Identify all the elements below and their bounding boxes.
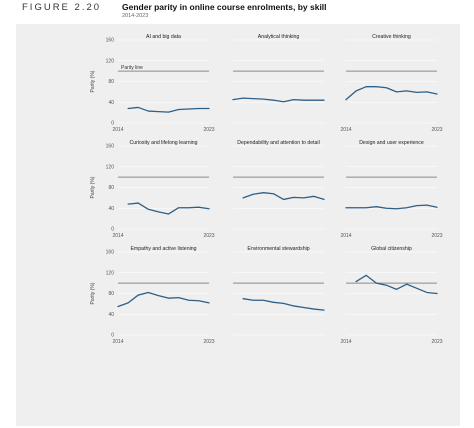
x-tick-label: 2023 (431, 233, 442, 239)
y-tick-label: 40 (108, 206, 114, 212)
series-line (232, 97, 325, 103)
x-tick-label: 2014 (112, 339, 123, 345)
series-line (242, 298, 325, 311)
panel-title: Creative thinking (372, 34, 411, 40)
x-tick-label: 2014 (340, 127, 351, 133)
series-line (345, 86, 438, 101)
chart-title: Gender parity in online course enrolment… (122, 2, 327, 12)
y-tick-label: 0 (111, 121, 114, 127)
panel-title: Design and user experience (359, 140, 424, 146)
x-tick-label: 2014 (340, 339, 351, 345)
panel-title: AI and big data (146, 34, 181, 40)
x-tick-label: 2014 (112, 233, 123, 239)
y-axis-label: Parity (%) (90, 282, 96, 304)
parity-line-label: Parity line (121, 65, 143, 71)
chart-subtitle: 2014-2023 (122, 13, 149, 19)
panel-title: Global citizenship (371, 246, 412, 252)
y-tick-label: 80 (108, 185, 114, 191)
x-tick-label: 2014 (112, 127, 123, 133)
figure-label: FIGURE 2.20 (22, 2, 102, 13)
series-line (117, 291, 210, 308)
y-tick-label: 120 (106, 164, 115, 170)
series-line (355, 274, 438, 295)
y-tick-label: 80 (108, 291, 114, 297)
y-tick-label: 160 (106, 38, 115, 44)
series-line (127, 106, 210, 113)
x-tick-label: 2014 (340, 233, 351, 239)
y-axis-label: Parity (%) (90, 70, 96, 92)
y-tick-label: 80 (108, 79, 114, 85)
x-tick-label: 2023 (203, 339, 214, 345)
y-tick-label: 120 (106, 58, 115, 64)
panel-title: Analytical thinking (258, 34, 300, 40)
y-tick-label: 120 (106, 270, 115, 276)
x-tick-label: 2023 (431, 127, 442, 133)
y-axis-label: Parity (%) (90, 176, 96, 198)
series-line (127, 202, 210, 215)
x-tick-label: 2023 (203, 127, 214, 133)
y-tick-label: 160 (106, 250, 115, 256)
series-line (345, 204, 438, 210)
figure-background (16, 24, 460, 426)
y-tick-label: 40 (108, 312, 114, 318)
x-tick-label: 2023 (431, 339, 442, 345)
y-tick-label: 40 (108, 100, 114, 106)
panel-title: Dependability and attention to detail (237, 140, 319, 146)
series-line (242, 192, 325, 201)
y-tick-label: 0 (111, 227, 114, 233)
x-tick-label: 2023 (203, 233, 214, 239)
y-tick-label: 160 (106, 144, 115, 150)
y-tick-label: 0 (111, 333, 114, 339)
panel-title: Environmental stewardship (247, 246, 309, 252)
panel-title: Curiosity and lifelong learning (129, 140, 197, 146)
panel-title: Empathy and active listening (130, 246, 196, 252)
